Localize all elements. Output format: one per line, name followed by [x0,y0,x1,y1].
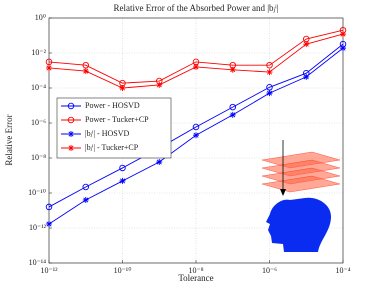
marker [266,69,273,76]
legend-marker [68,131,74,137]
marker [229,66,236,73]
marker [266,84,273,91]
marker [229,111,236,118]
marker [119,177,126,184]
legend-marker [68,145,74,151]
marker [82,183,89,191]
marker [340,45,346,52]
legend-box [56,97,172,159]
chart-title: Relative Error of the Absorbed Power and… [114,3,279,13]
marker [46,64,52,71]
legend-label: Power - HOSVD [85,101,140,110]
x-tick-label: 10⁻⁸ [188,266,203,275]
marker [45,203,53,211]
marker [45,58,53,66]
legend-marker [67,102,75,110]
marker [303,41,310,48]
marker [46,220,52,227]
series-line [48,43,344,208]
y-tick-label: 10⁻¹⁰ [28,188,46,197]
marker [192,123,200,131]
y-tick-label: 10⁻² [31,48,46,57]
marker [193,132,199,139]
x-tick-label: 10⁻¹² [40,266,58,275]
legend-label: Power - Tucker+CP [85,115,149,124]
y-tick-label: 10⁻¹⁴ [29,258,47,267]
marker [266,90,273,97]
marker [156,159,163,166]
marker [82,68,89,75]
marker [340,31,346,38]
marker [266,61,273,69]
plot-frame [48,17,344,264]
y-tick-label: 10⁻⁴ [31,83,46,92]
x-tick-label: 10⁻⁶ [262,266,277,275]
series-line [48,29,344,84]
legend-label: |bⱼⁱ| - HOSVD [85,129,129,138]
x-tick-label: 10⁻¹⁰ [114,266,132,275]
y-tick-label: 10⁻⁶ [31,118,46,127]
y-tick-label: 10⁰ [35,13,46,22]
y-tick-label: 10⁻⁸ [31,153,46,162]
y-axis-label: Relative Error [4,114,14,165]
marker [119,85,126,91]
marker [229,103,236,111]
marker [119,164,126,172]
x-axis-label: Tolerance [178,273,213,283]
marker [303,73,310,80]
x-tick-label: 10⁻⁴ [335,266,350,275]
marker [82,61,89,69]
marker [193,63,199,70]
legend: Power - HOSVD Power - Tucker+CP |bⱼⁱ| - HO… [56,97,172,159]
marker [82,196,89,203]
head-illustration [261,140,341,252]
y-tick-label: 10⁻¹² [29,223,47,232]
legend-label: |bⱼⁱ| - Tucker+CP [85,143,139,152]
marker [156,81,163,88]
legend-marker [67,116,75,124]
